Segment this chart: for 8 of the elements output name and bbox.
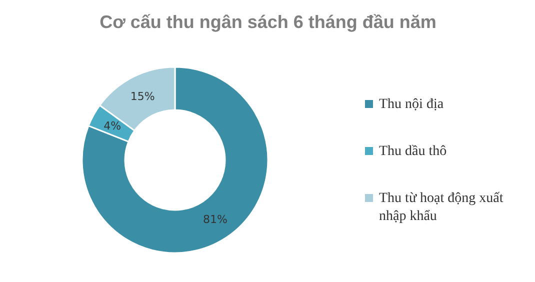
data-label: 15%	[130, 90, 155, 104]
legend-label: Thu dầu thô	[379, 144, 447, 159]
data-label: 81%	[202, 212, 228, 226]
data-label: 4%	[104, 119, 122, 132]
chart-title: Cơ cấu thu ngân sách 6 tháng đầu năm	[100, 12, 436, 32]
legend-label: Thu nội địa	[379, 97, 444, 112]
legend-label: Thu từ hoạt động xuất nhập khẩu	[379, 191, 504, 224]
donut-slice	[81, 66, 269, 254]
